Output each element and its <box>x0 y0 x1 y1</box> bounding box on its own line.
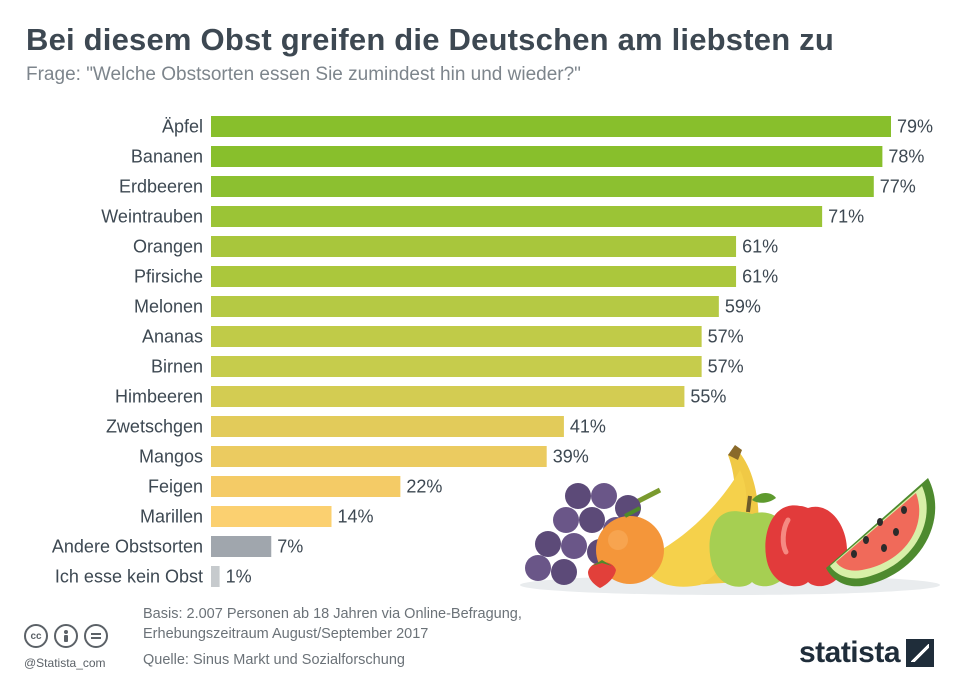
category-label: Feigen <box>148 477 203 497</box>
value-label: 41% <box>570 417 606 437</box>
category-label: Melonen <box>134 297 203 317</box>
bar <box>211 416 564 437</box>
strawberry-illustration <box>588 560 616 588</box>
category-label: Äpfel <box>162 117 203 137</box>
bar <box>211 536 272 557</box>
footer-source: Quelle: Sinus Markt und Sozialforschung <box>143 652 405 668</box>
grapes-illustration <box>525 483 662 585</box>
value-label: 22% <box>406 477 442 497</box>
category-label: Ananas <box>142 327 203 347</box>
bar <box>211 146 883 167</box>
brand-text: statista <box>798 636 901 669</box>
value-label: 71% <box>828 207 864 227</box>
watermelon-illustration <box>826 478 936 587</box>
value-label: 7% <box>277 537 303 557</box>
red-apple-illustration <box>765 505 848 587</box>
bar <box>211 236 737 257</box>
value-label: 57% <box>708 327 744 347</box>
category-label: Birnen <box>151 357 203 377</box>
statista-logo-icon <box>906 639 934 667</box>
bar <box>211 476 401 497</box>
category-label: Himbeeren <box>115 387 203 407</box>
value-label: 1% <box>226 567 252 587</box>
statista-handle[interactable]: @Statista_com <box>24 656 106 670</box>
value-label: 59% <box>725 297 761 317</box>
category-label: Ich esse kein Obst <box>55 567 203 587</box>
nd-icon <box>84 624 108 648</box>
license-icons[interactable]: cc <box>24 624 108 648</box>
bar <box>211 116 891 137</box>
value-label: 61% <box>742 237 778 257</box>
bar <box>211 206 823 227</box>
bar <box>211 386 685 407</box>
category-label: Zwetschgen <box>106 417 203 437</box>
value-label: 61% <box>742 267 778 287</box>
category-label: Bananen <box>131 147 203 167</box>
category-label: Marillen <box>140 507 203 527</box>
value-label: 78% <box>888 147 924 167</box>
category-label: Orangen <box>133 237 203 257</box>
value-label: 77% <box>880 177 916 197</box>
value-label: 39% <box>553 447 589 467</box>
bar-chart: Äpfel 79% Bananen 78% Erdbeeren 77% Weintraube… <box>52 116 940 595</box>
bar <box>211 266 737 287</box>
bar <box>211 326 702 347</box>
category-label: Pfirsiche <box>134 267 203 287</box>
bar <box>211 176 874 197</box>
fruit-illustration <box>520 445 940 595</box>
footer-basis: Basis: 2.007 Personen ab 18 Jahren via O… <box>143 604 522 644</box>
statista-logo[interactable]: statista <box>799 636 934 670</box>
chart-title: Bei diesem Obst greifen die Deutschen am… <box>26 22 834 57</box>
category-label: Mangos <box>139 447 203 467</box>
value-label: 14% <box>338 507 374 527</box>
footer-basis-line2: Erhebungszeitraum August/September 2017 <box>143 626 429 642</box>
footer-basis-line1: Basis: 2.007 Personen ab 18 Jahren via O… <box>143 606 522 622</box>
value-label: 79% <box>897 117 933 137</box>
by-icon <box>54 624 78 648</box>
bar <box>211 446 547 467</box>
value-label: 57% <box>708 357 744 377</box>
bar <box>211 356 702 377</box>
category-label: Andere Obstsorten <box>52 537 203 557</box>
value-label: 55% <box>690 387 726 407</box>
bar <box>211 296 719 317</box>
bar <box>211 506 332 527</box>
category-label: Erdbeeren <box>119 177 203 197</box>
cc-icon: cc <box>24 624 48 648</box>
category-label: Weintrauben <box>101 207 203 227</box>
chart-subtitle: Frage: "Welche Obstsorten essen Sie zumi… <box>26 64 581 85</box>
bar <box>211 566 220 587</box>
